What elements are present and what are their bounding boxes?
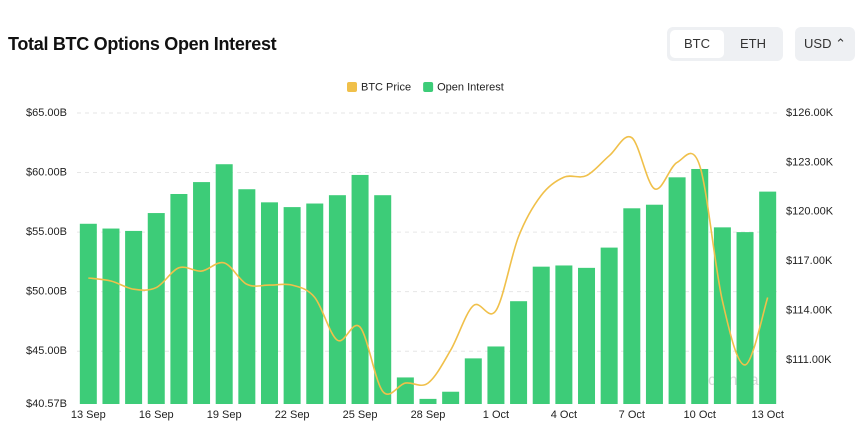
bar — [464, 358, 482, 404]
btc-button[interactable]: BTC — [670, 30, 724, 58]
bar — [396, 377, 414, 404]
y-tick-label: $55.00B — [26, 226, 67, 238]
x-tick-label: 7 Oct — [619, 409, 645, 421]
bar — [600, 247, 618, 404]
bar — [306, 203, 324, 404]
y-tick-label: $40.57B — [26, 398, 67, 410]
legend-swatch — [347, 82, 357, 92]
x-tick-label: 22 Sep — [275, 409, 310, 421]
bar — [260, 202, 278, 404]
bar — [578, 267, 596, 404]
bar — [79, 223, 97, 404]
legend-label: Open Interest — [437, 81, 504, 93]
legend-label: BTC Price — [361, 81, 411, 93]
bar — [351, 174, 369, 404]
bar — [623, 208, 641, 404]
y2-tick-label: $114.00K — [786, 305, 833, 317]
bar — [170, 193, 188, 404]
bar — [510, 301, 528, 404]
y-tick-label: $65.00B — [26, 107, 67, 119]
y2-tick-label: $111.00K — [786, 354, 832, 366]
bar — [193, 182, 211, 404]
y-tick-label: $60.00B — [26, 166, 67, 178]
bar — [238, 189, 256, 404]
y2-tick-label: $120.00K — [786, 206, 834, 218]
bar — [691, 168, 709, 404]
y2-tick-label: $117.00K — [786, 255, 833, 267]
bar — [442, 391, 460, 404]
y-tick-label: $50.00B — [26, 286, 67, 298]
x-tick-label: 19 Sep — [207, 409, 242, 421]
x-tick-label: 1 Oct — [483, 409, 509, 421]
bar — [645, 204, 663, 404]
bar — [555, 265, 573, 404]
x-tick-label: 28 Sep — [411, 409, 446, 421]
y-tick-label: $45.00B — [26, 345, 67, 357]
bar — [102, 228, 120, 404]
price-line — [88, 135, 769, 395]
currency-select[interactable]: USD ⌃ — [795, 27, 855, 61]
bar — [215, 164, 233, 404]
bar — [283, 207, 301, 404]
x-tick-label: 16 Sep — [139, 409, 174, 421]
bar — [147, 213, 165, 404]
bar — [328, 195, 346, 404]
page-title: Total BTC Options Open Interest — [8, 34, 277, 54]
bar — [736, 232, 754, 404]
x-tick-label: 25 Sep — [343, 409, 378, 421]
legend-swatch — [423, 82, 434, 92]
eth-button[interactable]: ETH — [740, 36, 766, 51]
bar — [419, 398, 437, 404]
x-tick-label: 4 Oct — [551, 409, 577, 421]
bar — [374, 195, 392, 404]
x-tick-label: 13 Sep — [71, 409, 106, 421]
bar — [713, 227, 731, 404]
coin-toggle: BTC ETH — [667, 27, 783, 61]
y2-tick-label: $126.00K — [786, 107, 834, 119]
bar — [668, 177, 686, 404]
bar — [532, 266, 550, 404]
x-tick-label: 10 Oct — [684, 409, 716, 421]
bar — [125, 230, 143, 404]
y2-tick-label: $123.00K — [786, 156, 834, 168]
bar — [487, 346, 505, 404]
x-tick-label: 13 Oct — [751, 409, 783, 421]
